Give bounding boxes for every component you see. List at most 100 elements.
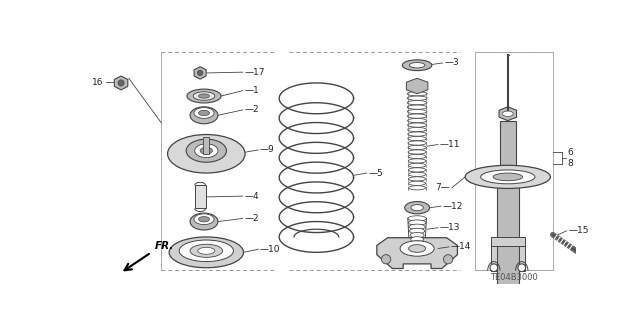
Text: —13: —13	[440, 223, 460, 232]
Polygon shape	[406, 78, 428, 94]
Ellipse shape	[465, 165, 550, 189]
Text: —11: —11	[440, 140, 460, 149]
Text: —1: —1	[244, 86, 259, 95]
Ellipse shape	[407, 96, 427, 100]
Ellipse shape	[408, 123, 427, 127]
Polygon shape	[279, 83, 353, 114]
Bar	[195, 185, 205, 208]
Text: 7—: 7—	[436, 183, 451, 192]
Ellipse shape	[190, 107, 218, 124]
Ellipse shape	[198, 110, 209, 116]
Ellipse shape	[408, 168, 426, 172]
Ellipse shape	[179, 240, 234, 262]
Polygon shape	[377, 238, 458, 269]
Text: 6: 6	[568, 148, 573, 157]
Text: —2: —2	[244, 105, 259, 115]
Text: —3: —3	[444, 58, 459, 67]
Ellipse shape	[408, 163, 426, 167]
Ellipse shape	[169, 237, 244, 268]
Text: —14: —14	[451, 242, 471, 251]
Bar	[204, 137, 209, 154]
Polygon shape	[279, 103, 353, 134]
Bar	[518, 246, 525, 271]
Ellipse shape	[190, 244, 223, 257]
Ellipse shape	[200, 147, 212, 154]
Text: —9: —9	[260, 145, 275, 154]
Ellipse shape	[190, 213, 218, 230]
Ellipse shape	[186, 139, 227, 162]
Ellipse shape	[481, 170, 535, 184]
Ellipse shape	[408, 150, 426, 154]
Ellipse shape	[407, 92, 428, 96]
Ellipse shape	[410, 228, 425, 234]
Polygon shape	[279, 162, 353, 193]
Ellipse shape	[408, 137, 426, 141]
Ellipse shape	[407, 100, 427, 105]
Ellipse shape	[400, 241, 434, 256]
Ellipse shape	[198, 94, 209, 98]
Ellipse shape	[195, 144, 218, 158]
Text: 8: 8	[568, 159, 573, 168]
Ellipse shape	[408, 141, 426, 145]
Text: —15: —15	[568, 226, 589, 235]
Ellipse shape	[408, 145, 426, 150]
Ellipse shape	[408, 109, 427, 114]
Ellipse shape	[408, 220, 426, 225]
Circle shape	[197, 70, 203, 76]
Polygon shape	[279, 142, 353, 173]
Ellipse shape	[408, 154, 426, 159]
Circle shape	[444, 255, 452, 264]
Ellipse shape	[198, 247, 215, 254]
Polygon shape	[279, 202, 353, 233]
Ellipse shape	[411, 237, 424, 242]
Ellipse shape	[408, 172, 426, 176]
Ellipse shape	[403, 60, 432, 70]
Ellipse shape	[502, 111, 513, 116]
Ellipse shape	[408, 159, 426, 163]
Bar	[500, 121, 516, 173]
Polygon shape	[194, 67, 206, 79]
Ellipse shape	[198, 217, 209, 222]
Ellipse shape	[408, 132, 426, 136]
Text: TE04B3000: TE04B3000	[490, 273, 538, 282]
Circle shape	[490, 264, 498, 271]
Ellipse shape	[407, 105, 427, 109]
Ellipse shape	[408, 177, 426, 181]
Text: —12: —12	[443, 202, 463, 211]
Ellipse shape	[194, 214, 214, 225]
Circle shape	[118, 80, 124, 86]
Ellipse shape	[493, 173, 522, 181]
Ellipse shape	[187, 89, 221, 103]
Text: —2: —2	[244, 214, 259, 223]
Text: —17: —17	[244, 68, 265, 77]
Bar	[491, 237, 525, 246]
Ellipse shape	[408, 118, 427, 123]
Circle shape	[381, 255, 391, 264]
Text: —10: —10	[260, 245, 280, 254]
Polygon shape	[279, 221, 353, 252]
Bar	[491, 246, 497, 271]
Ellipse shape	[193, 92, 215, 100]
Polygon shape	[279, 122, 353, 153]
Polygon shape	[115, 76, 128, 90]
Text: 16: 16	[92, 78, 103, 87]
Ellipse shape	[408, 114, 427, 118]
Polygon shape	[499, 107, 516, 121]
Polygon shape	[279, 182, 353, 213]
Ellipse shape	[408, 245, 426, 252]
Ellipse shape	[409, 224, 425, 229]
Text: —5: —5	[368, 168, 383, 178]
Text: —4: —4	[244, 192, 259, 201]
Ellipse shape	[412, 241, 423, 246]
Text: FR.: FR.	[154, 241, 174, 251]
Ellipse shape	[408, 181, 426, 185]
Ellipse shape	[168, 135, 245, 173]
Ellipse shape	[410, 233, 424, 238]
Ellipse shape	[410, 63, 425, 68]
Ellipse shape	[409, 186, 426, 190]
Ellipse shape	[404, 202, 429, 214]
Ellipse shape	[411, 204, 423, 211]
Bar	[497, 185, 518, 308]
Ellipse shape	[408, 128, 427, 132]
Ellipse shape	[408, 216, 426, 221]
